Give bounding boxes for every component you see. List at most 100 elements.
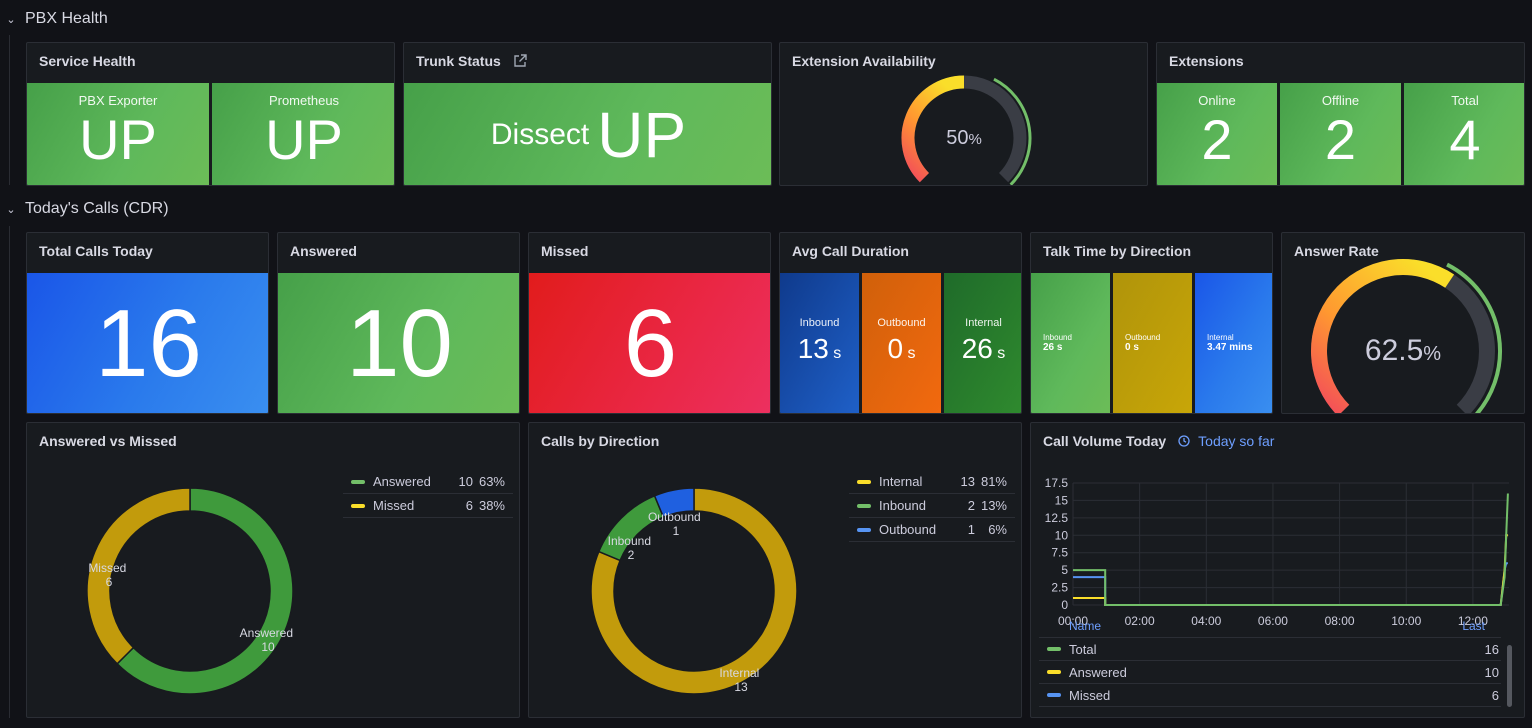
gauge-threshold [993, 77, 1032, 185]
stat-value: 16 [95, 290, 202, 397]
slice-label-value: 13 [734, 680, 748, 694]
tile-value: 2 [1324, 108, 1357, 171]
panel-title: Avg Call Duration [792, 243, 909, 259]
panel-total-calls[interactable]: Total Calls Today 16 [26, 232, 269, 414]
tile-value: 13 [797, 333, 829, 364]
panel-avg-call-duration[interactable]: Avg Call Duration Inbound 13 s Outbound … [779, 232, 1022, 414]
x-tick-label: 10:00 [1391, 614, 1421, 628]
gauge-unit: % [968, 131, 981, 148]
stat-value: 6 [623, 290, 678, 397]
stat-tile-inbound: Inbound 13 s [780, 273, 859, 413]
svg-text:Missed 6: Missed 6 [88, 561, 129, 589]
legend-header-name[interactable]: Name [1069, 619, 1102, 631]
gauge-fill [1311, 259, 1455, 413]
donut-slice-missed[interactable] [86, 487, 191, 665]
row-title: Today's Calls (CDR) [25, 200, 169, 217]
svg-text:50%: 50% [946, 127, 982, 149]
clock-icon [1178, 435, 1190, 447]
legend-item-answered[interactable]: Answered 10 63% [343, 470, 513, 494]
y-tick-label: 7.5 [1051, 546, 1068, 560]
stat-tile-outbound: Outbound 0 s [862, 273, 941, 413]
panel-call-volume[interactable]: Call Volume Today Today so far 0 2.5 5 7.5 1… [1030, 422, 1525, 718]
panel-trunk-status[interactable]: Trunk Status Dissect UP [403, 42, 772, 186]
tile-value: 4 [1449, 108, 1481, 171]
legend-value: 13 [960, 474, 975, 489]
donut-slice-outbound[interactable] [653, 487, 695, 519]
panel-title: Answered vs Missed [39, 433, 177, 449]
legend-swatch [1047, 693, 1061, 697]
panel-title: Call Volume Today [1043, 433, 1167, 449]
donut-slice-internal[interactable] [590, 487, 798, 695]
legend-row-total[interactable]: Total 16 [1039, 638, 1501, 661]
legend-last: 6 [1491, 687, 1499, 703]
panel-extensions[interactable]: Extensions Online 2 Offline 2 Total 4 [1156, 42, 1525, 186]
tile-label: Total [1451, 93, 1479, 108]
tile-unit: s [833, 345, 842, 362]
panel-talk-time[interactable]: Talk Time by Direction Inbound 26 s Outb… [1030, 232, 1273, 414]
legend-name: Inbound [879, 498, 926, 513]
tile-value-wrap: 13 s [780, 333, 859, 365]
legend-row-missed[interactable]: Missed 6 [1039, 684, 1501, 707]
panel-calls-by-direction[interactable]: Calls by Direction Outbound 1 Inbound 2 … [528, 422, 1022, 718]
stat-tile-total-calls: 16 [27, 273, 268, 413]
legend-row-answered[interactable]: Answered 10 [1039, 661, 1501, 684]
x-tick-label: 06:00 [1258, 614, 1288, 628]
legend-scrollbar[interactable] [1507, 645, 1512, 707]
panel-answer-rate[interactable]: Answer Rate 62.5% [1281, 232, 1525, 414]
donut-slice-answered[interactable] [116, 487, 294, 695]
series-line-missed[interactable] [1073, 562, 1508, 606]
legend-item-missed[interactable]: Missed 6 38% [343, 494, 513, 518]
tile-label: PBX Exporter [78, 93, 158, 108]
legend-percent: 38% [478, 498, 505, 513]
legend-percent: 63% [478, 474, 505, 489]
tile-label: Prometheus [268, 93, 340, 108]
legend-item-internal[interactable]: Internal 13 81% [849, 470, 1015, 494]
row-todays-calls[interactable]: ⌄ Today's Calls (CDR) [0, 197, 169, 221]
legend-item-outbound[interactable]: Outbound 1 6% [849, 518, 1015, 542]
legend-swatch [857, 503, 871, 508]
row-pbx-health[interactable]: ⌄ PBX Health [0, 7, 107, 31]
line-chart-call-volume: 0 2.5 5 7.5 10 12.5 15 17.5 00:00 02:00 04:00 06:00… [1045, 476, 1509, 628]
panel-extension-availability[interactable]: Extension Availability 50% [779, 42, 1148, 186]
legend-value: 1 [967, 522, 975, 537]
gauge-extension-availability: 50% [901, 75, 1032, 185]
legend-swatch [857, 479, 871, 484]
panel-title: Calls by Direction [541, 433, 660, 449]
time-range-badge[interactable]: Today so far [1178, 433, 1274, 449]
tile-value: 26 [961, 333, 993, 364]
external-link-icon[interactable] [513, 54, 527, 68]
legend-name: Answered [1069, 664, 1127, 680]
slice-label-value: 10 [261, 640, 275, 654]
legend-item-inbound[interactable]: Inbound 2 13% [849, 494, 1015, 518]
series-line-total[interactable] [1073, 493, 1509, 606]
stat-tile-inbound: Inbound 26 s [1031, 273, 1110, 413]
legend-header-last[interactable]: Last [1462, 619, 1485, 631]
chevron-down-icon[interactable]: ⌄ [6, 203, 16, 216]
slice-label-name: Answered [240, 626, 293, 640]
legend-percent: 81% [980, 474, 1007, 489]
x-tick-label: 04:00 [1191, 614, 1221, 628]
x-tick-label: 08:00 [1325, 614, 1355, 628]
gauge-threshold [1446, 262, 1502, 413]
panel-missed[interactable]: Missed 6 [528, 232, 771, 414]
tile-value: 3.47 mins [1207, 342, 1253, 353]
tile-label: Inbound [799, 317, 840, 329]
tile-label: Internal [965, 317, 1002, 329]
tile-value: 0 s [1125, 342, 1139, 353]
legend-value: 6 [465, 498, 473, 513]
row-divider [9, 226, 10, 718]
y-tick-label: 5 [1061, 563, 1068, 577]
gauge-value: 50 [946, 127, 968, 149]
panel-service-health[interactable]: Service Health PBX Exporter UP Prometheu… [26, 42, 395, 186]
legend-percent: 6% [988, 522, 1007, 537]
gauge-answer-rate: 62.5% [1311, 259, 1502, 413]
tile-label: Internal [1207, 333, 1234, 342]
legend-swatch [351, 503, 365, 508]
chevron-down-icon[interactable]: ⌄ [6, 13, 16, 26]
tile-label: Inbound [1043, 333, 1072, 342]
trunk-value: UP [597, 99, 687, 171]
tile-label: Online [1198, 93, 1236, 108]
panel-answered-vs-missed[interactable]: Answered vs Missed Missed 6 Answered 10 … [26, 422, 520, 718]
donut-answered-vs-missed: Missed 6 Answered 10 [86, 487, 294, 695]
panel-answered[interactable]: Answered 10 [277, 232, 520, 414]
